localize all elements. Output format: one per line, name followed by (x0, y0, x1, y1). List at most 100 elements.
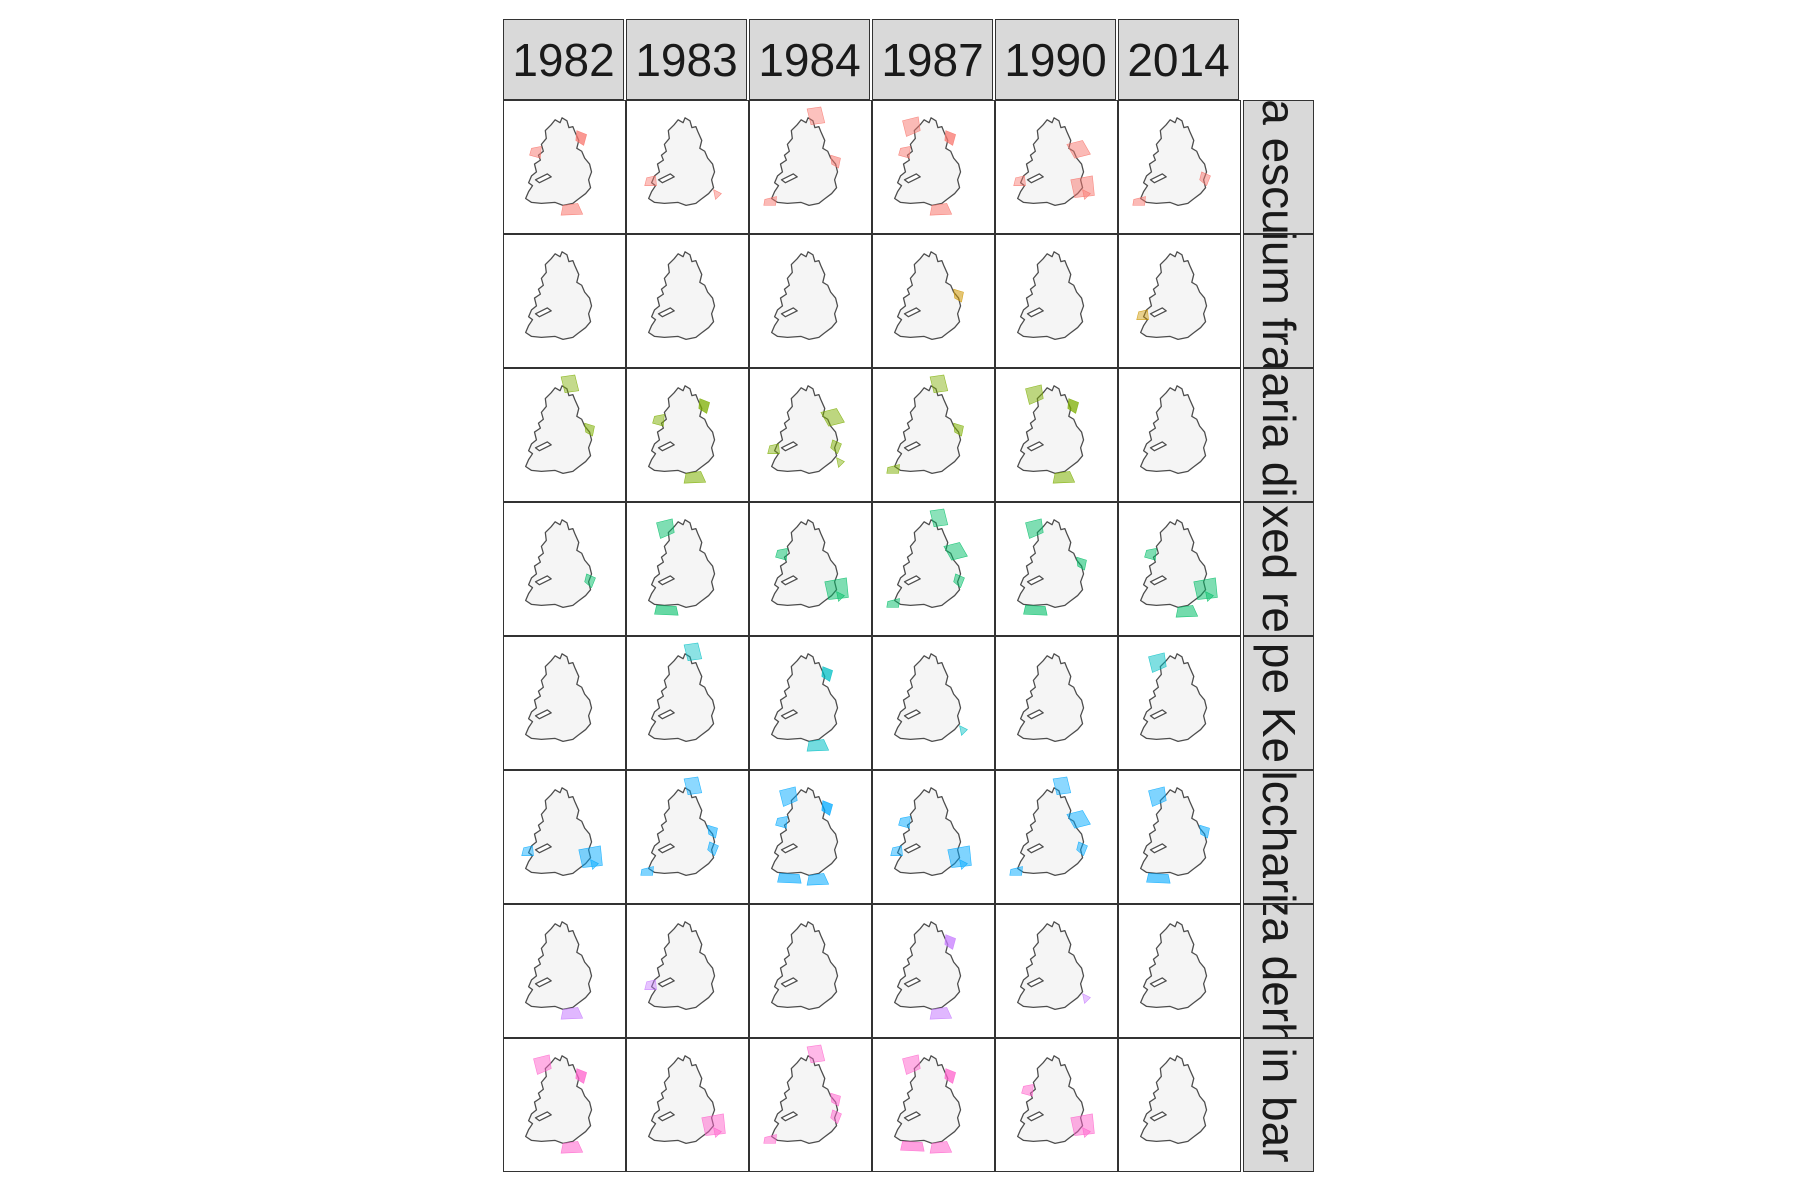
distribution-polygon (1066, 810, 1091, 829)
map-panel-svg (886, 508, 968, 609)
distribution-polygon (560, 374, 580, 394)
distribution-polygon (560, 1141, 584, 1154)
map-panel-r8-2014 (1118, 1038, 1241, 1172)
distribution-polygon (1132, 196, 1146, 206)
map-panel-r4-1984 (749, 502, 872, 636)
map-panel-svg (648, 385, 716, 484)
facet-strip-species-2: ium fra (1243, 234, 1314, 368)
facet-strip-year-1983: 1983 (626, 19, 747, 100)
map-panel-r8-1987 (872, 1038, 995, 1172)
map-panel-svg (648, 1055, 726, 1145)
distribution-polygon (560, 1007, 584, 1020)
distribution-polygon (1025, 518, 1044, 539)
map-panel-r5-2014 (1118, 636, 1241, 770)
distribution-polygon (656, 518, 675, 539)
island-outline (1017, 117, 1085, 207)
distribution-polygon (1023, 605, 1048, 616)
map-panel-r1-1987 (872, 100, 995, 234)
distribution-polygon (830, 154, 841, 169)
map-panel-svg (1140, 652, 1208, 743)
distribution-polygon (533, 1054, 552, 1075)
map-panel-svg (894, 251, 964, 341)
map-panel-svg (1017, 251, 1085, 341)
map-panel-r5-1983 (626, 636, 749, 770)
map-panel-svg (525, 1054, 593, 1154)
map-panel-r4-2014 (1118, 502, 1241, 636)
island-outline (525, 117, 593, 207)
distribution-polygon (890, 845, 903, 856)
map-panel-r2-1984 (749, 234, 872, 368)
map-panel-r3-1990 (995, 368, 1118, 502)
distribution-polygon (1070, 1113, 1095, 1136)
island-outline (771, 653, 839, 743)
island-outline (1140, 519, 1208, 609)
distribution-polygon (521, 845, 534, 856)
map-panel-r3-1983 (626, 368, 749, 502)
distribution-polygon (944, 1068, 956, 1084)
map-panel-svg (1140, 1055, 1208, 1145)
facet-strip-species-label: lcchari (1252, 770, 1305, 904)
distribution-polygon (1199, 824, 1210, 839)
distribution-polygon (683, 471, 707, 484)
island-outline (1140, 385, 1208, 475)
map-panel-svg (1017, 1055, 1095, 1145)
distribution-polygon (806, 106, 826, 126)
distribution-polygon (886, 598, 900, 608)
distribution-polygon (900, 1141, 925, 1152)
distribution-polygon (953, 288, 964, 303)
island-outline (648, 251, 716, 341)
distribution-polygon (529, 145, 542, 159)
map-panel-svg (1140, 519, 1218, 618)
facet-strip-species-label: pe Ke (1252, 642, 1305, 764)
island-outline (1017, 385, 1085, 475)
distribution-polygon (713, 1127, 722, 1139)
distribution-polygon (959, 859, 968, 871)
map-panel-r7-1990 (995, 904, 1118, 1038)
island-outline (648, 653, 716, 743)
distribution-polygon (652, 413, 665, 427)
map-panel-svg (640, 776, 719, 877)
island-outline (771, 1055, 839, 1145)
distribution-polygon (1199, 171, 1211, 187)
facet-strip-year-2014: 2014 (1118, 19, 1239, 100)
distribution-polygon (929, 374, 949, 394)
distribution-polygon (886, 464, 900, 474)
distribution-polygon (560, 203, 584, 216)
distribution-polygon (575, 130, 587, 146)
map-panel-r5-1987 (872, 636, 995, 770)
distribution-polygon (821, 666, 833, 682)
map-panel-svg (1140, 921, 1208, 1011)
map-panel-r8-1984 (749, 1038, 872, 1172)
map-panel-svg (894, 116, 962, 216)
island-outline (1017, 653, 1085, 743)
distribution-polygon (1205, 591, 1214, 603)
facet-strip-species-label: ium fra (1252, 234, 1305, 368)
island-outline (771, 921, 839, 1011)
distribution-polygon (929, 1007, 953, 1020)
distribution-polygon (947, 845, 972, 868)
facet-strip-year-1984: 1984 (749, 19, 870, 100)
map-panel-svg (1017, 384, 1085, 484)
island-outline (1140, 1055, 1208, 1145)
distribution-polygon (575, 1068, 587, 1084)
map-panel-svg (644, 921, 716, 1011)
map-panel-r3-2014 (1118, 368, 1241, 502)
distribution-polygon (824, 577, 849, 600)
facet-strip-year-1990: 1990 (995, 19, 1116, 100)
island-outline (648, 519, 716, 609)
map-panel-r7-1982 (503, 904, 626, 1038)
island-outline (894, 251, 962, 341)
island-outline (525, 787, 593, 877)
facet-strip-species-label: za derh (1252, 904, 1305, 1038)
map-panel-svg (648, 518, 716, 616)
distribution-polygon (959, 725, 968, 737)
distribution-polygon (1144, 547, 1157, 561)
facet-strip-year-1987: 1987 (872, 19, 993, 100)
island-outline (1140, 921, 1208, 1011)
facet-strip-species-5: pe Ke (1243, 636, 1314, 770)
distribution-polygon (1148, 652, 1167, 673)
map-panel-svg (1017, 518, 1087, 616)
map-panel-svg (771, 786, 839, 886)
island-outline (771, 117, 839, 207)
